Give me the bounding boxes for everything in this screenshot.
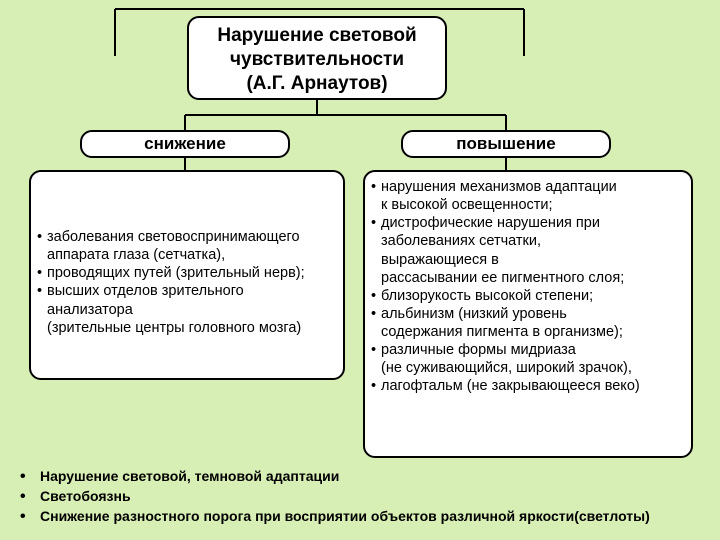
header-node: Нарушение световой чувствительности (А.Г… <box>187 16 447 100</box>
list-sub: аппарата глаза (сетчатка), <box>37 246 339 264</box>
footer-notes: Нарушение световой, темновой адаптации Св… <box>10 468 710 528</box>
right-branch-label: повышение <box>401 130 611 158</box>
list-item: лагофтальм (не закрывающееся веко) <box>371 377 687 395</box>
list-item: нарушения механизмов адаптации <box>371 178 687 196</box>
header-line1: Нарушение световой <box>193 24 441 48</box>
list-sub: заболеваниях сетчатки, <box>371 232 687 250</box>
header-line2: чувствительности <box>193 48 441 72</box>
list-sub: выражающиеся в <box>371 251 687 269</box>
list-item: дистрофические нарушения при <box>371 214 687 232</box>
footer-item: Нарушение световой, темновой адаптации <box>10 468 710 484</box>
list-item: альбинизм (низкий уровень <box>371 305 687 323</box>
left-item-list: заболевания световоспринимающегоаппарата… <box>37 228 339 337</box>
footer-item: Светобоязнь <box>10 488 710 504</box>
left-content-node: заболевания световоспринимающегоаппарата… <box>29 170 345 380</box>
list-sub: содержания пигмента в организме); <box>371 323 687 341</box>
header-line3: (А.Г. Арнаутов) <box>193 72 441 96</box>
list-item: заболевания световоспринимающего <box>37 228 339 246</box>
list-item: различные формы мидриаза <box>371 341 687 359</box>
right-content-node: нарушения механизмов адаптациик высокой … <box>363 170 693 458</box>
list-sub: анализатора <box>37 301 339 319</box>
list-sub: рассасывании ее пигментного слоя; <box>371 269 687 287</box>
list-item: близорукость высокой степени; <box>371 287 687 305</box>
list-sub: к высокой освещенности; <box>371 196 687 214</box>
right-item-list: нарушения механизмов адаптациик высокой … <box>371 178 687 396</box>
footer-item: Снижение разностного порога при восприят… <box>10 508 710 524</box>
list-sub: (зрительные центры головного мозга) <box>37 319 339 337</box>
left-branch-label: снижение <box>80 130 290 158</box>
list-sub: (не суживающийся, широкий зрачок), <box>371 359 687 377</box>
list-item: высших отделов зрительного <box>37 282 339 300</box>
list-item: проводящих путей (зрительный нерв); <box>37 264 339 282</box>
